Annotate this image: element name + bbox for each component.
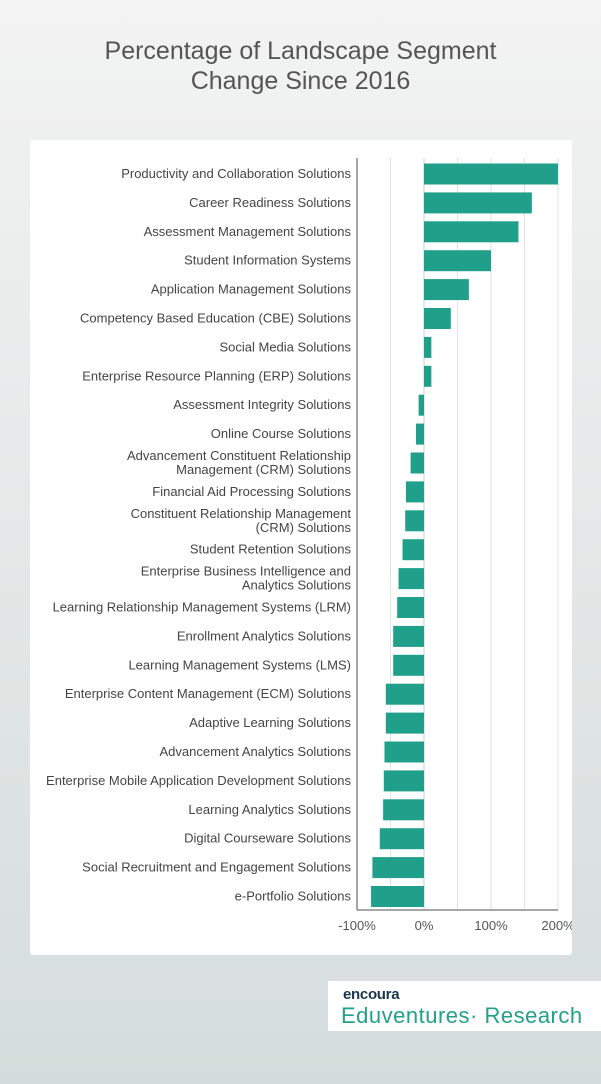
bar (383, 770, 424, 792)
category-label-line: Enterprise Mobile Application Developmen… (46, 773, 351, 788)
category-label: Assessment Management Solutions (144, 224, 352, 239)
x-tick-label: -100% (338, 918, 376, 933)
category-label-line: Enrollment Analytics Solutions (177, 628, 352, 643)
category-label: Advancement Analytics Solutions (160, 744, 352, 759)
category-label: Financial Aid Processing Solutions (152, 484, 351, 499)
category-label: Application Management Solutions (151, 282, 352, 297)
bar (383, 799, 424, 821)
bar (384, 741, 424, 763)
bar (424, 192, 532, 214)
category-label-line: Financial Aid Processing Solutions (152, 484, 351, 499)
category-label-line: Competency Based Education (CBE) Solutio… (80, 311, 351, 326)
category-label-line: e-Portfolio Solutions (235, 889, 352, 904)
category-label: Learning Analytics Solutions (188, 802, 351, 817)
category-label: Learning Management Systems (LMS) (128, 657, 351, 672)
x-tick-label: 100% (474, 918, 508, 933)
bar (385, 683, 424, 705)
category-label: Social Media Solutions (219, 339, 351, 354)
bar (415, 423, 424, 445)
category-label-line: (CRM) Solutions (256, 520, 352, 535)
chart-panel: Productivity and Collaboration Solutions… (30, 140, 572, 955)
bar (424, 250, 491, 272)
category-label-line: Productivity and Collaboration Solutions (121, 166, 351, 181)
category-label: Student Information Systems (184, 253, 351, 268)
category-label-line: Advancement Analytics Solutions (160, 744, 352, 759)
category-label: Enrollment Analytics Solutions (177, 628, 352, 643)
category-label-line: Learning Relationship Management Systems… (53, 600, 351, 615)
bar (424, 308, 451, 329)
category-label-line: Assessment Integrity Solutions (173, 397, 351, 412)
title-line-1: Percentage of Landscape Segment (104, 37, 497, 65)
category-label: Learning Relationship Management Systems… (53, 600, 351, 615)
bar (372, 857, 424, 879)
bar (398, 568, 424, 590)
bar (424, 163, 558, 185)
category-label: Digital Courseware Solutions (184, 831, 351, 846)
bar (397, 597, 424, 618)
category-label-line: Analytics Solutions (242, 578, 352, 593)
category-label-line: Learning Analytics Solutions (188, 802, 351, 817)
category-label-line: Enterprise Content Management (ECM) Solu… (65, 686, 352, 701)
bar (424, 336, 432, 358)
logo-subtitle: Eduventures· Research (341, 1003, 583, 1028)
category-label: Student Retention Solutions (190, 542, 352, 557)
category-label-line: Career Readiness Solutions (189, 195, 351, 210)
category-label: Enterprise Content Management (ECM) Solu… (65, 686, 352, 701)
bar (424, 221, 519, 243)
logo-brand: encoura (343, 986, 400, 1003)
category-label: Career Readiness Solutions (189, 195, 351, 210)
category-label-line: Digital Courseware Solutions (184, 831, 351, 846)
category-label-line: Management (CRM) Solutions (176, 462, 351, 477)
category-label: e-Portfolio Solutions (235, 889, 352, 904)
bar (393, 625, 424, 647)
category-label-line: Student Retention Solutions (190, 542, 352, 557)
category-label-line: Social Recruitment and Engagement Soluti… (82, 860, 351, 875)
category-label-line: Learning Management Systems (LMS) (128, 657, 351, 672)
bar (405, 481, 424, 503)
category-label: Enterprise Mobile Application Developmen… (46, 773, 351, 788)
bar (424, 365, 432, 387)
category-label-line: Assessment Management Solutions (144, 224, 352, 239)
bar (371, 886, 424, 907)
category-label: Constituent Relationship Management (CRM)… (131, 506, 352, 535)
title-line-2: Change Since 2016 (190, 67, 411, 95)
category-label: Advancement Constituent Relationship Mana… (127, 448, 352, 477)
logo: encoura Eduventures· Research (328, 981, 601, 1031)
bar (393, 654, 424, 676)
category-label: Social Recruitment and Engagement Soluti… (82, 860, 351, 875)
category-label-line: Application Management Solutions (151, 282, 352, 297)
bar (410, 452, 424, 474)
bar (405, 510, 424, 532)
category-label: Competency Based Education (CBE) Solutio… (80, 311, 351, 326)
category-label: Productivity and Collaboration Solutions (121, 166, 351, 181)
category-label: Adaptive Learning Solutions (189, 715, 351, 730)
category-label-line: Student Information Systems (184, 253, 351, 268)
category-label: Online Course Solutions (211, 426, 352, 441)
category-label: Assessment Integrity Solutions (173, 397, 351, 412)
category-label-line: Enterprise Resource Planning (ERP) Solut… (82, 368, 351, 383)
category-label-line: Advancement Constituent Relationship (127, 448, 351, 463)
category-label-line: Constituent Relationship Management (131, 506, 352, 521)
category-label: Enterprise Resource Planning (ERP) Solut… (82, 368, 351, 383)
bar-chart: Productivity and Collaboration Solutions… (46, 158, 572, 933)
category-label-line: Enterprise Business Intelligence and (141, 564, 351, 579)
category-label-line: Social Media Solutions (219, 339, 351, 354)
bar (424, 279, 469, 301)
x-tick-label: 200% (541, 918, 572, 933)
category-label-line: Adaptive Learning Solutions (189, 715, 351, 730)
chart-title: Percentage of Landscape Segment Change S… (0, 36, 601, 96)
category-label: Enterprise Business Intelligence and Anal… (141, 564, 352, 593)
x-tick-label: 0% (415, 918, 434, 933)
category-label-line: Online Course Solutions (211, 426, 352, 441)
bar (379, 828, 424, 850)
bar (418, 394, 424, 416)
bar (385, 712, 424, 734)
bar (402, 539, 424, 561)
